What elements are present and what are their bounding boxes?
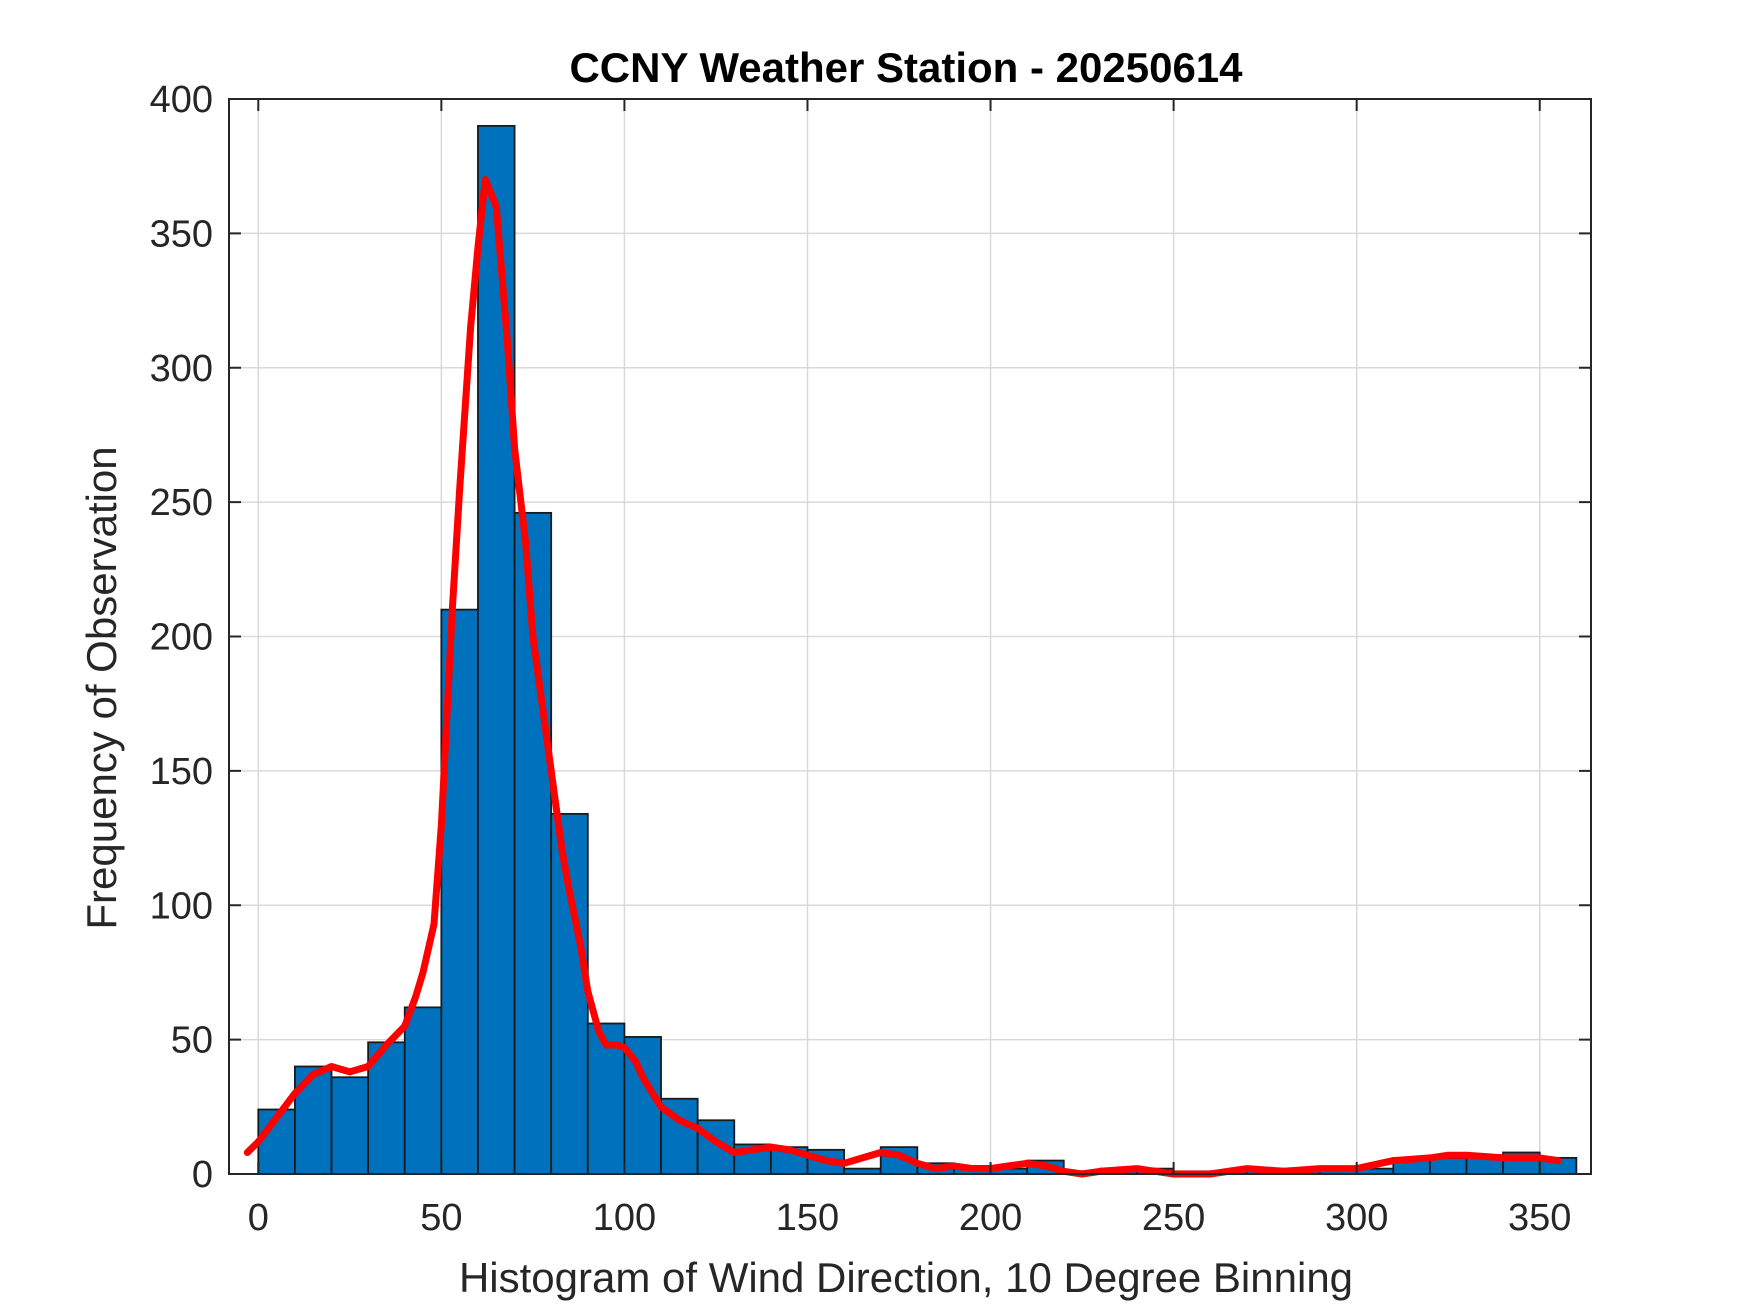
x-tick-label: 100 <box>593 1197 656 1239</box>
x-tick-label: 300 <box>1325 1197 1388 1239</box>
x-tick-label: 150 <box>776 1197 839 1239</box>
x-tick-label: 0 <box>248 1197 269 1239</box>
x-axis-label: Histogram of Wind Direction, 10 Degree B… <box>459 1254 1353 1301</box>
x-tick-label: 350 <box>1508 1197 1571 1239</box>
histogram-bar <box>550 812 589 1175</box>
y-tick-label: 150 <box>150 751 213 793</box>
y-tick-label: 100 <box>150 885 213 927</box>
histogram-bar <box>477 124 516 1175</box>
x-tick-label: 50 <box>420 1197 462 1239</box>
tick-marks <box>229 98 1591 1175</box>
y-tick-labels: 0 50 100 150 200 250 300 350 400 <box>150 79 213 1196</box>
histogram-bar <box>294 1065 333 1175</box>
histogram-bar <box>330 1076 370 1175</box>
y-tick-label: 250 <box>150 482 213 524</box>
fit-line <box>243 176 1562 1178</box>
y-tick-label: 200 <box>150 617 213 659</box>
x-tick-label: 250 <box>1142 1197 1205 1239</box>
y-tick-label: 50 <box>171 1020 213 1062</box>
y-axis-label: Frequency of Observation <box>78 446 125 929</box>
y-tick-label: 0 <box>192 1154 213 1196</box>
x-tick-label: 200 <box>959 1197 1022 1239</box>
x-tick-labels: 0 50 100 150 200 250 300 350 <box>248 1197 1572 1239</box>
chart-title: CCNY Weather Station - 20250614 <box>569 44 1243 91</box>
y-tick-label: 350 <box>150 213 213 255</box>
y-tick-label: 300 <box>150 348 213 390</box>
histogram-bar <box>403 1006 443 1175</box>
y-tick-label: 400 <box>150 79 213 121</box>
